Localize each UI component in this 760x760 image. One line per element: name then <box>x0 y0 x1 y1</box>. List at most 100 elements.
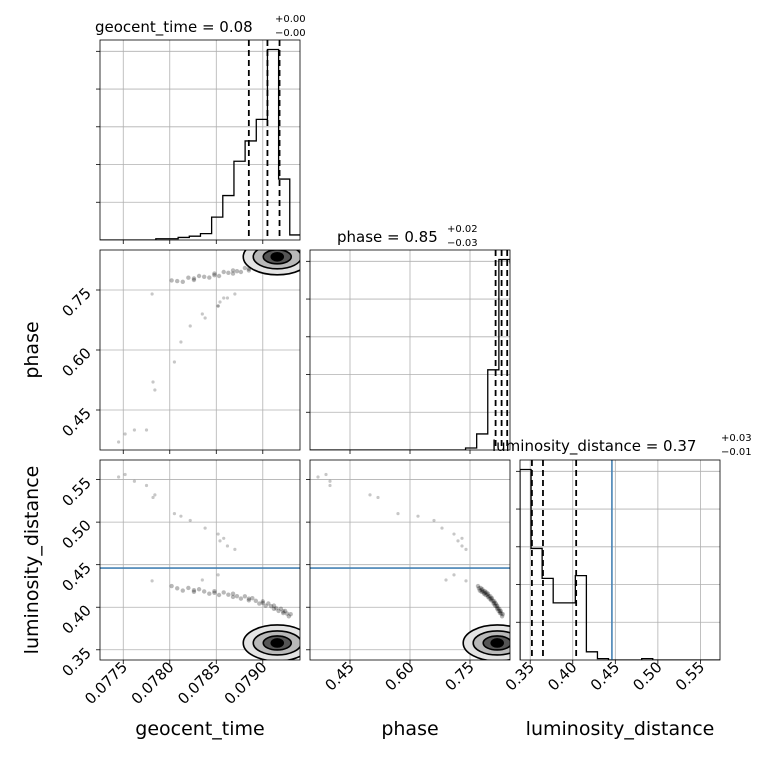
sample-point <box>218 539 222 543</box>
sample-point <box>476 586 482 591</box>
x-axis-label-phase: phase <box>381 718 438 740</box>
title-geocent-time-plus: +0.00 <box>275 14 306 25</box>
sample-point <box>188 518 192 523</box>
y-axis-label-luminosity-distance: luminosity_distance <box>21 466 43 655</box>
panel-frame <box>99 459 301 661</box>
title-luminosity-distance: luminosity_distance = 0.37 <box>492 437 696 456</box>
sample-point <box>132 428 137 432</box>
sample-point <box>225 544 230 548</box>
sample-point <box>286 614 292 619</box>
panel-frame <box>99 39 301 241</box>
sample-point <box>212 588 217 594</box>
sample-point <box>479 588 484 593</box>
sample-point <box>150 292 154 296</box>
title-luminosity-distance-plus: +0.03 <box>721 433 752 444</box>
sample-point <box>246 268 252 273</box>
sample-point <box>492 599 497 604</box>
panel-phase-hist <box>306 249 511 454</box>
sample-point <box>150 579 154 583</box>
sample-point <box>497 606 502 612</box>
sample-point <box>271 606 277 612</box>
sample-point <box>191 589 197 595</box>
panel-geocent-time-hist <box>96 39 301 244</box>
sample-point <box>200 312 204 316</box>
sample-point <box>328 483 332 488</box>
sample-point <box>456 539 460 543</box>
sample-point <box>144 428 149 432</box>
sample-point <box>260 600 265 606</box>
sample-point <box>460 536 464 540</box>
sample-point <box>242 594 248 599</box>
y-axis-label-phase: phase <box>21 321 43 378</box>
sample-point <box>123 432 127 436</box>
sample-point <box>481 589 486 594</box>
sample-point <box>416 514 420 518</box>
sample-point <box>489 598 494 603</box>
sample-point <box>489 595 495 601</box>
sample-point <box>234 269 240 274</box>
x-tick-label-luminosity-distance: 0.35 <box>502 658 538 694</box>
sample-point <box>477 588 482 593</box>
sample-point <box>117 475 121 479</box>
sample-point <box>117 440 121 444</box>
sample-point <box>216 532 220 536</box>
sample-point <box>497 610 503 616</box>
sample-point <box>216 304 220 308</box>
sample-point <box>203 316 207 320</box>
sample-point <box>253 598 259 604</box>
sample-point <box>234 593 240 599</box>
sample-point <box>499 614 505 619</box>
sample-point <box>226 270 231 275</box>
sample-point <box>196 587 202 592</box>
x-tick-label-phase: 0.75 <box>441 658 477 694</box>
sample-point <box>216 573 220 577</box>
title-luminosity-distance-minus: −0.01 <box>721 447 752 458</box>
panel-distance-hist <box>516 459 721 664</box>
sample-point <box>485 594 491 600</box>
sample-point <box>274 606 279 611</box>
sample-point <box>481 591 487 596</box>
sample-point <box>452 573 456 577</box>
x-tick-label-luminosity-distance: 0.50 <box>629 658 665 694</box>
sample-point <box>281 610 286 616</box>
x-tick-label-geocent-time: 0.0785 <box>174 658 224 708</box>
sample-point <box>169 583 174 589</box>
y-tick-label-phase: 0.60 <box>58 344 94 380</box>
sample-point <box>207 591 212 596</box>
sample-point <box>250 595 255 601</box>
y-tick-label-luminosity-distance: 0.40 <box>58 601 94 637</box>
histogram-phase <box>310 258 510 450</box>
title-luminosity-distance-text: luminosity_distance = <box>492 437 663 456</box>
sample-point <box>180 279 185 284</box>
y-tick-label-phase: 0.75 <box>58 284 94 320</box>
panel-phase-vs-geocent-time <box>96 249 301 454</box>
panel-frame <box>99 249 301 451</box>
histogram-luminosity-distance <box>520 468 720 660</box>
grid-lines <box>100 250 300 450</box>
sample-point <box>263 603 268 608</box>
x-tick-label-phase: 0.45 <box>321 658 357 694</box>
sample-point <box>212 271 217 276</box>
density-contour-4 <box>270 638 285 648</box>
sample-point <box>196 273 202 279</box>
sample-point <box>191 276 197 281</box>
sample-point <box>172 360 177 364</box>
title-geocent-time-text: geocent_time = <box>95 18 219 37</box>
sample-point <box>483 592 488 598</box>
sample-point <box>242 265 248 271</box>
sample-point <box>487 596 492 601</box>
sample-point <box>268 603 274 609</box>
title-phase-plus: +0.02 <box>447 224 478 235</box>
title-phase-value: 0.85 <box>404 228 437 246</box>
x-axis-label-geocent-time: geocent_time <box>135 718 264 740</box>
sample-point <box>497 609 503 614</box>
sample-point <box>500 611 505 617</box>
sample-point <box>316 475 320 479</box>
sample-point <box>201 589 207 594</box>
sample-point <box>328 479 332 483</box>
sample-point <box>495 606 500 612</box>
sample-point <box>396 512 400 516</box>
sample-point <box>216 304 220 308</box>
panel-distance-vs-phase <box>306 459 511 664</box>
